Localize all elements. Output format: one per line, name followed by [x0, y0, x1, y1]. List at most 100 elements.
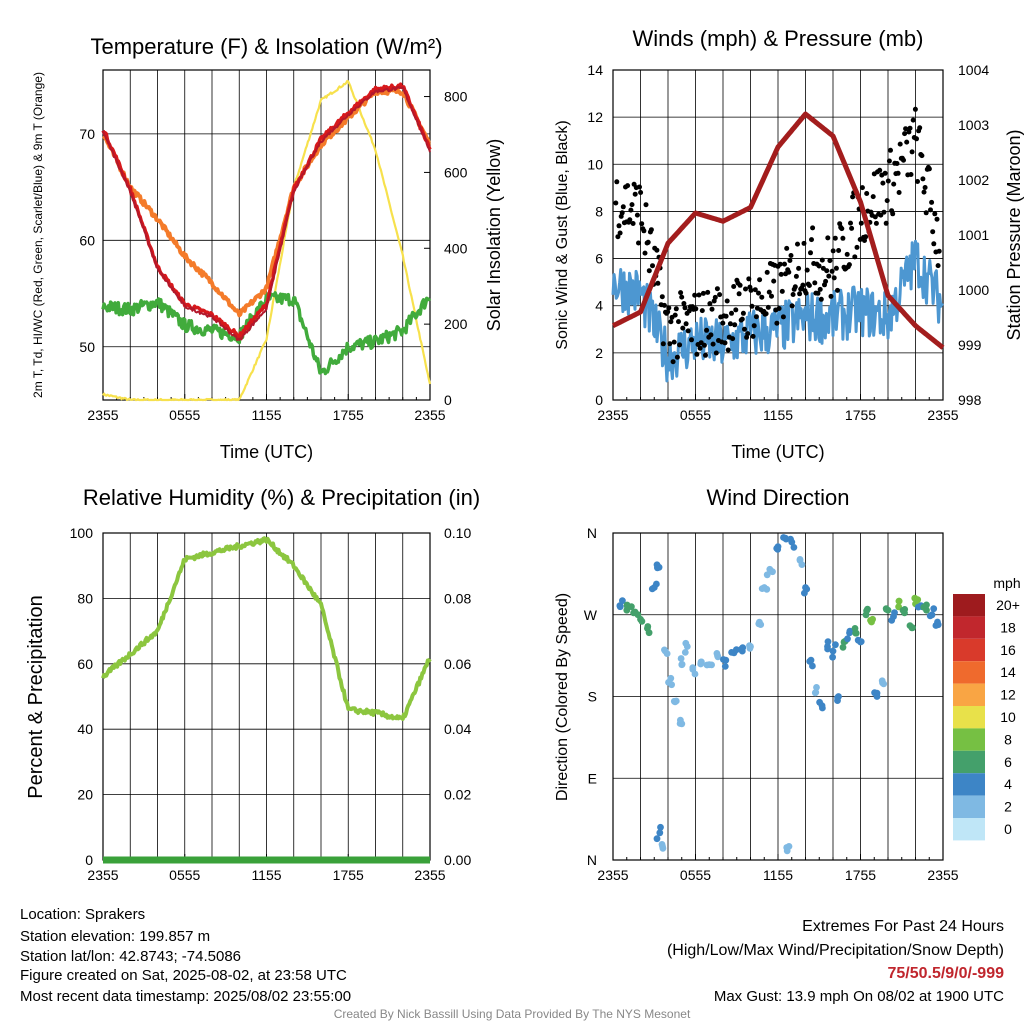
wind-gust-point [818, 296, 824, 302]
wind-gust-point [858, 220, 864, 226]
wind-gust-point [646, 268, 652, 274]
rh-ytick-label: 100 [70, 525, 94, 541]
wind-gust-point [917, 125, 923, 131]
colorbar-label: 12 [1000, 687, 1016, 703]
wind-gust-point [613, 200, 619, 206]
dir-point [824, 638, 832, 645]
dir-ytick-label: S [588, 689, 597, 705]
temp-panel-xtick-label: 0555 [169, 407, 200, 423]
wind-panel-xtick-label: 0555 [680, 407, 711, 423]
wind-gust-point [742, 326, 747, 332]
wind-gust-point [801, 240, 807, 246]
wind-gust-point [660, 341, 666, 347]
wind-gust-point [629, 202, 635, 208]
wind-gust-point [863, 234, 869, 240]
wind-gust-point [616, 223, 622, 229]
wind-ytick-label: 2 [595, 345, 603, 361]
colorbar-label: 4 [1004, 776, 1012, 792]
temp-y2tick-label: 600 [444, 164, 468, 180]
wind-gust-point [745, 331, 751, 337]
wind-y2tick-label: 1004 [958, 62, 989, 78]
dir-ytick-label: E [588, 770, 597, 786]
wind-gust-point [849, 225, 855, 231]
wind-gust-point [886, 158, 892, 164]
wind-gust-point [725, 347, 731, 353]
temp-panel-xtick-label: 2355 [87, 407, 118, 423]
info-created: Figure created on Sat, 2025-08-02, at 23… [20, 967, 347, 984]
wind-y2tick-label: 1001 [958, 227, 989, 243]
wind-gust-point [682, 305, 688, 311]
wind-gust-point [666, 305, 672, 311]
wind-gust-point [694, 351, 700, 357]
colorbar-label: 0 [1004, 821, 1012, 837]
wind-gust-point [723, 313, 729, 319]
wind-gust-point [668, 319, 674, 325]
rh-panel-xtick-label: 2355 [87, 867, 118, 883]
wind-gust-point [934, 216, 940, 222]
dir-point [733, 646, 740, 654]
wind-gust-point [928, 207, 933, 213]
wind-gust-point [907, 125, 913, 131]
dir-panel-xtick-label: 0555 [680, 867, 711, 883]
wind-gust-point [931, 241, 937, 247]
wind-gust-point [712, 294, 718, 300]
wind-gust-point [661, 302, 667, 308]
dir-point [920, 603, 928, 611]
temp-panel-xtick-label: 1755 [333, 407, 364, 423]
dir-point [930, 605, 938, 613]
wind-gust-point [906, 129, 912, 135]
wind-gust-point [693, 306, 699, 312]
wind-gust-point [674, 354, 680, 360]
extremes-values: 75/50.5/9/0/-999 [887, 965, 1004, 982]
wind-gust-point [707, 301, 713, 307]
dir-point [798, 561, 806, 568]
dir-point [756, 618, 763, 626]
wind-gust-point [790, 292, 796, 297]
rh-y2tick-label: 0.10 [444, 525, 471, 541]
colorbar-swatch [953, 750, 985, 774]
wind-gust-point [704, 327, 710, 333]
dir-point [619, 597, 626, 605]
dir-point [873, 689, 881, 697]
wind-gust-point [894, 161, 900, 166]
wind-gust-point [902, 131, 908, 137]
dir-point [661, 646, 668, 654]
dir-title: Wind Direction [706, 485, 849, 510]
dir-point [909, 624, 916, 632]
colorbar-label: 20+ [996, 597, 1020, 613]
wind-gust-point [685, 328, 691, 334]
rh-ytick-label: 60 [77, 656, 93, 672]
dir-ylabel: Direction (Colored By Speed) [554, 593, 571, 801]
colorbar-swatch [953, 728, 985, 751]
wind-gust-point [830, 248, 836, 254]
colorbar-swatch [953, 683, 985, 706]
colorbar-label: 16 [1000, 642, 1016, 658]
wind-gust-point [717, 292, 723, 298]
wind-gust-point [764, 269, 770, 275]
wind-gust-point [748, 287, 754, 293]
wind-gust-point [922, 185, 928, 190]
wind-gust-point [920, 176, 926, 182]
wind-gust-point [903, 126, 909, 132]
wind-gust-point [891, 181, 897, 187]
wind-gust-point [776, 306, 782, 311]
wind-gust-point [780, 314, 786, 320]
wind-gust-point [686, 308, 692, 314]
wind-gust-point [648, 227, 654, 233]
dir-point [658, 841, 666, 848]
dir-point [857, 638, 865, 645]
rh-y2tick-label: 0.02 [444, 787, 471, 803]
wind-gust-point [883, 220, 889, 226]
wind-gust-point [736, 291, 742, 297]
rh-panel-xtick-label: 2355 [414, 867, 445, 883]
wind-gust-point [628, 207, 634, 213]
temp-panel-xtick-label: 1155 [251, 407, 281, 423]
rh-ytick-label: 80 [77, 590, 93, 606]
wind-gust-point [751, 323, 757, 329]
dir-panel-xtick-label: 2355 [597, 867, 628, 883]
dir-point [758, 585, 766, 592]
wind-title: Winds (mph) & Pressure (mb) [633, 26, 924, 51]
wind-y2tick-label: 998 [958, 392, 982, 408]
wind-gust-point [753, 314, 759, 320]
wind-gust-point [909, 149, 915, 155]
